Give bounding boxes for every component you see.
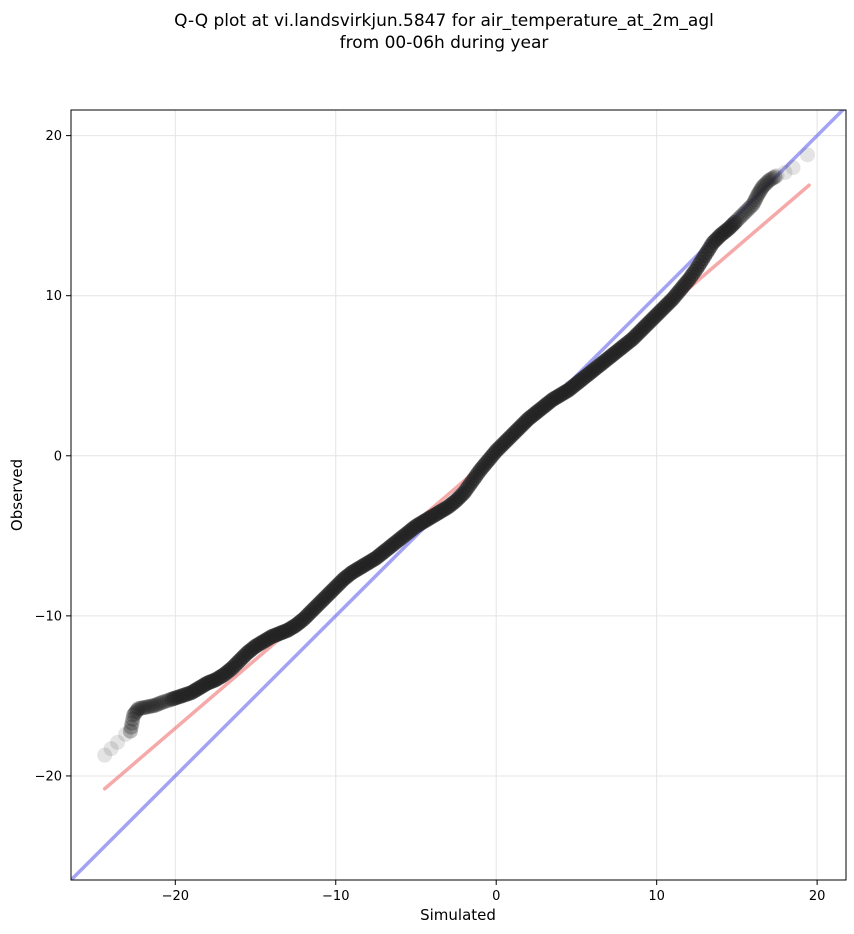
quantile-point-fill [741,200,757,216]
quantile-point-fill [756,177,772,193]
quantile-point [130,701,146,717]
quantile-point [737,204,753,220]
quantile-point-fill [128,704,144,720]
quantile-point-fill [759,174,775,190]
plot-frame [70,109,847,881]
y-tick-label: −20 [35,769,62,784]
quantile-point-fill [731,210,747,226]
quantile-point-fill [753,181,769,197]
quantile-point [122,723,138,739]
quantile-point-fill [767,169,783,185]
quantile-point [785,160,801,176]
x-axis-label: Simulated [420,906,496,924]
quantile-point [777,164,793,180]
quantile-point [118,726,134,742]
quantile-point-fill [765,170,781,186]
quantile-point-fill [125,711,141,727]
quantile-point-fill [134,700,150,716]
quantile-point-fill [127,706,143,722]
x-tick-label: −20 [162,889,189,904]
quantile-point-fill [746,194,762,210]
quantile-point-fill [727,214,743,230]
quantile-point [729,212,745,228]
quantile-point-fill [136,700,152,716]
x-tick-label: 20 [809,889,826,904]
quantile-point [755,179,771,195]
quantile-point-fill [123,719,139,735]
regression-line [102,183,811,791]
chart-title-line-2: from 00-06h during year [340,33,549,53]
quantile-point [110,734,126,750]
quantile-point-fill [150,696,166,712]
quantile-point-fill [763,171,779,187]
quantile-point [799,147,815,163]
quantile-point-fill [142,698,158,714]
x-axis: −20 −10 0 10 20 [162,880,826,904]
quantile-point-fill [148,697,164,713]
quantile-point-fill [752,183,768,199]
y-axis-label: Observed [8,459,26,531]
plot-area [71,110,846,880]
quantile-point-fill [144,698,160,714]
chart-title-line-1: Q-Q plot at vi.landsvirkjun.5847 for air… [174,11,714,31]
quantile-point-fill [743,198,759,214]
quantile-point-fill [124,715,140,731]
quantile-point-fill [132,700,148,716]
quantile-point-fill [735,206,751,222]
quantile-point [750,187,766,203]
quantile-point [126,707,142,723]
y-tick-label: 20 [45,129,62,144]
quantile-point-fill [129,702,145,718]
y-tick-label: 0 [54,449,62,464]
quantile-point-fill [140,699,156,715]
x-tick-label: −10 [322,889,349,904]
quantile-point [138,699,154,715]
quantile-point-fill [152,695,168,711]
y-tick-label: −10 [35,609,62,624]
quantile-point-fill [758,176,774,192]
quantile-point [769,168,785,184]
quantile-point-fill [749,189,765,205]
quantile-point [103,741,119,757]
quantile-point-fill [747,192,763,208]
quantile-point-fill [751,185,767,201]
x-tick-label: 0 [492,889,500,904]
y-axis: −20 −10 0 10 20 [35,129,71,784]
quantile-point [761,172,777,188]
quantile-point-fill [739,202,755,218]
x-tick-label: 10 [648,889,665,904]
y-tick-label: 10 [45,289,62,304]
quantile-point [745,196,761,212]
quantile-point [97,747,113,763]
quantile-point-fill [733,208,749,224]
grid [71,110,846,880]
quantile-point [146,698,162,714]
